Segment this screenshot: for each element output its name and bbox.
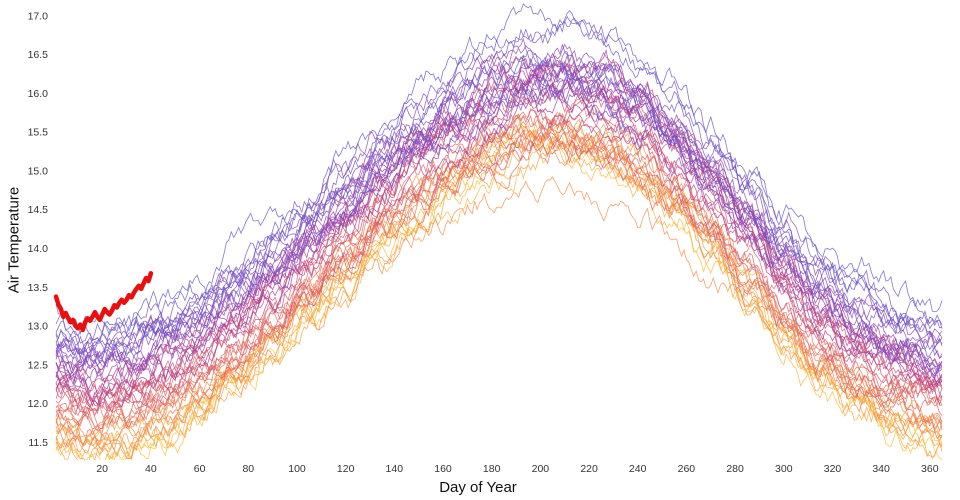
x-tick-label: 160 — [434, 463, 452, 475]
y-axis-title: Air Temperature — [5, 186, 23, 294]
x-tick-label: 140 — [386, 463, 404, 475]
x-tick-label: 200 — [532, 463, 550, 475]
x-tick-label: 180 — [483, 463, 501, 475]
y-tick-label: 16.0 — [28, 88, 49, 100]
x-tick-label: 340 — [872, 463, 890, 475]
y-tick-label: 16.5 — [28, 49, 49, 61]
year-temperature-line — [55, 64, 943, 370]
year-temperature-line — [55, 61, 943, 384]
year-temperature-line — [55, 50, 943, 357]
x-tick-label: 40 — [145, 463, 157, 475]
x-tick-label: 80 — [242, 463, 254, 475]
x-tick-label: 120 — [337, 463, 355, 475]
year-temperature-line — [55, 119, 943, 449]
year-temperature-line — [55, 78, 943, 372]
year-temperature-line — [55, 87, 943, 407]
year-temperature-line — [55, 122, 943, 460]
x-axis-ticks: 20 40 60 80 100 120 140 160 180 200 220 240 260 280 30… — [96, 463, 938, 475]
year-temperature-line — [55, 106, 943, 418]
year-temperature-line — [55, 111, 943, 418]
year-temperature-line — [55, 115, 943, 439]
y-tick-label: 15.0 — [28, 165, 49, 177]
x-tick-label: 220 — [580, 463, 598, 475]
year-temperature-line — [55, 74, 943, 376]
y-tick-label: 17.0 — [28, 10, 49, 22]
year-temperature-line — [55, 52, 943, 403]
year-temperature-line — [55, 3, 943, 335]
y-tick-label: 14.5 — [28, 204, 49, 216]
x-tick-label: 280 — [726, 463, 744, 475]
current-year-line — [53, 271, 154, 333]
y-tick-label: 12.0 — [28, 398, 49, 410]
year-temperature-line — [55, 125, 943, 460]
year-temperature-line — [55, 129, 943, 430]
year-temperature-line — [55, 95, 943, 427]
x-tick-label: 260 — [678, 463, 696, 475]
y-axis-ticks: 11.5 12.0 12.5 13.0 13.5 14.0 14.5 15.0 15.5 16.0… — [28, 10, 49, 449]
y-tick-label: 13.5 — [28, 282, 49, 294]
y-tick-label: 14.0 — [28, 243, 49, 255]
year-temperature-line — [55, 79, 943, 414]
year-temperature-line — [55, 142, 943, 428]
x-tick-label: 300 — [775, 463, 793, 475]
year-temperature-line — [55, 15, 943, 355]
y-tick-label: 11.5 — [28, 437, 48, 449]
year-temperature-line — [55, 56, 943, 344]
year-temperature-line — [55, 126, 943, 460]
year-temperature-line — [55, 37, 943, 364]
y-tick-label: 13.0 — [28, 321, 49, 333]
x-axis-title: Day of Year — [439, 479, 517, 496]
historical-year-lines — [55, 3, 943, 460]
x-tick-label: 240 — [629, 463, 647, 475]
y-tick-label: 12.5 — [28, 359, 49, 371]
year-temperature-line — [55, 176, 943, 454]
year-temperature-line — [55, 137, 943, 459]
y-tick-label: 15.5 — [28, 127, 49, 139]
year-temperature-line — [55, 89, 943, 389]
x-tick-label: 320 — [824, 463, 842, 475]
year-temperature-line — [55, 17, 943, 342]
x-tick-label: 100 — [288, 463, 306, 475]
x-tick-label: 20 — [96, 463, 108, 475]
year-temperature-line — [55, 117, 943, 460]
x-tick-label: 60 — [194, 463, 206, 475]
year-temperature-line — [55, 74, 943, 396]
x-tick-label: 360 — [921, 463, 939, 475]
year-temperature-line — [55, 54, 943, 375]
